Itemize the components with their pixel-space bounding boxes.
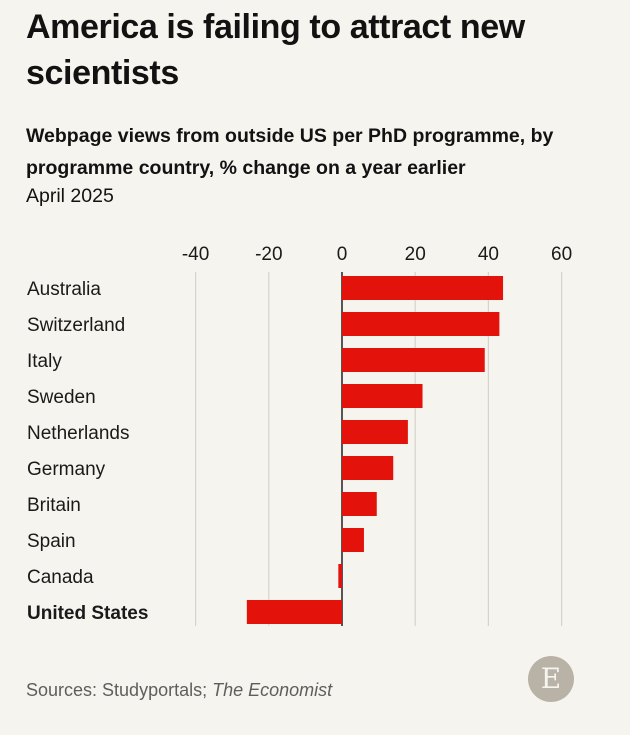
- x-tick-label: -40: [182, 244, 209, 265]
- category-label: Spain: [27, 531, 76, 552]
- category-label: Australia: [27, 279, 101, 300]
- bar-netherlands: [342, 420, 408, 444]
- category-label: Germany: [27, 459, 106, 480]
- source-publication: The Economist: [212, 680, 333, 700]
- bar-britain: [342, 492, 377, 516]
- x-tick-label: -20: [255, 244, 282, 265]
- bar-canada: [338, 564, 342, 588]
- source-prefix: Sources: Studyportals;: [26, 680, 213, 700]
- economist-logo: E: [528, 656, 574, 702]
- source-note: Sources: Studyportals; The Economist: [26, 680, 332, 701]
- bar-germany: [342, 456, 394, 480]
- category-label: Switzerland: [27, 315, 125, 336]
- bar-italy: [342, 348, 485, 372]
- bar-sweden: [342, 384, 423, 408]
- bar-united-states: [246, 600, 342, 624]
- category-label: Netherlands: [27, 423, 129, 444]
- category-label: Britain: [27, 495, 81, 516]
- x-tick-label: 0: [337, 244, 348, 265]
- x-tick-label: 60: [551, 244, 572, 265]
- x-tick-label: 20: [405, 244, 426, 265]
- category-label: Italy: [27, 351, 62, 372]
- category-label: United States: [27, 603, 148, 624]
- bar-spain: [342, 528, 364, 552]
- x-tick-label: 40: [478, 244, 499, 265]
- bar-switzerland: [342, 312, 500, 336]
- chart-subtitle: Webpage views from outside US per PhD pr…: [26, 125, 554, 179]
- category-label: Canada: [27, 567, 94, 588]
- chart-date: April 2025: [26, 185, 114, 207]
- chart-title: America is failing to attract new scient…: [26, 8, 525, 92]
- bar-australia: [342, 276, 504, 300]
- category-label: Sweden: [27, 387, 96, 408]
- bar-chart: -40 -20 0 20 40 60 Australia Switzerland Italy Sw…: [27, 244, 572, 626]
